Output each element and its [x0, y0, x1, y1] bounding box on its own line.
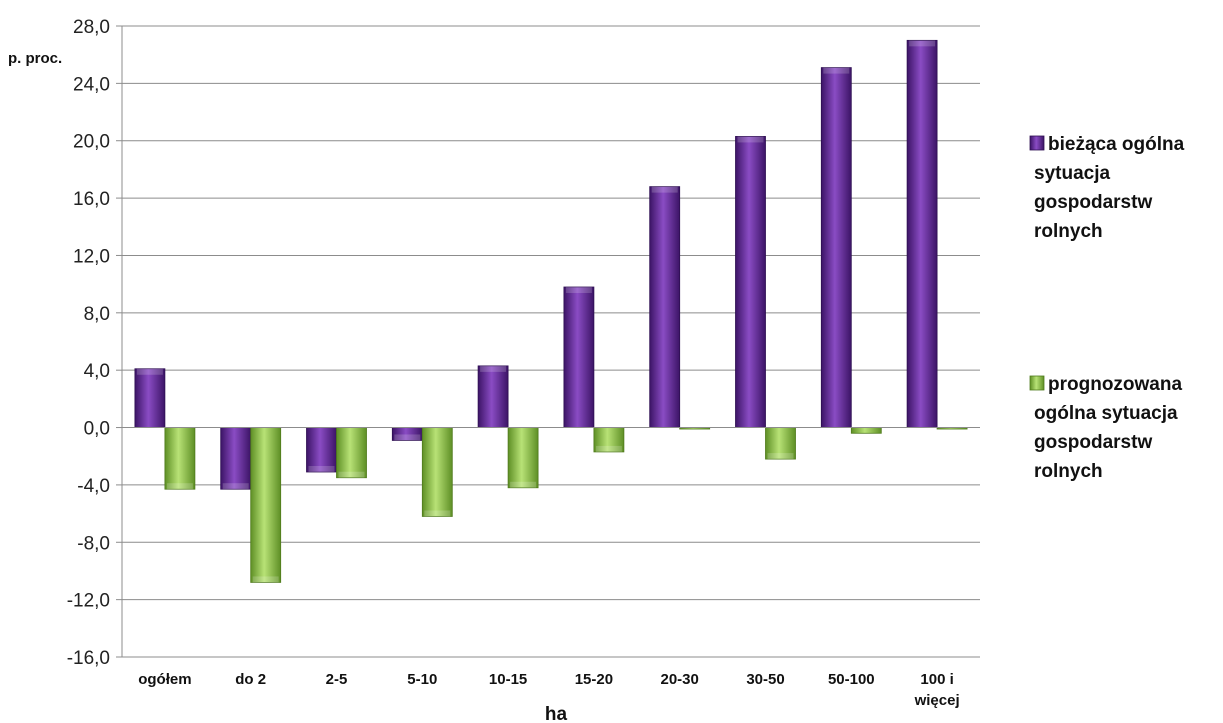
bar-biezaca	[820, 67, 852, 428]
bar-biezaca	[563, 286, 595, 428]
axes-layer: 28,0 24,0 20,0 16,0 12,0 8,0 4,0 0,0 -4,0 -8,0 -12…	[67, 17, 980, 709]
bar-bevel	[823, 67, 850, 74]
bar-bevel	[565, 287, 592, 294]
bar-prognozowana	[336, 427, 367, 479]
bar-bevel	[737, 136, 764, 143]
bar-bevel	[424, 510, 451, 517]
bar-bevel	[651, 186, 678, 193]
bar-prognozowana	[421, 427, 453, 517]
bar-bevel	[166, 483, 193, 490]
bar-prognozowana	[593, 427, 625, 453]
bar-biezaca	[735, 136, 766, 428]
bar-prognozowana	[164, 427, 196, 490]
legend-swatch	[1029, 375, 1045, 391]
x-tick-label: ogółem	[138, 671, 191, 688]
legend-swatch	[1029, 135, 1045, 151]
y-unit-label: p. proc.	[8, 50, 62, 67]
bars-layer	[134, 39, 968, 583]
bar-biezaca	[649, 186, 681, 428]
bar-bevel	[252, 576, 279, 583]
y-tick-label: -12,0	[67, 591, 110, 612]
y-tick-label: 12,0	[73, 246, 110, 267]
y-tick-label: 24,0	[73, 74, 110, 95]
y-tick-label: 0,0	[84, 419, 110, 440]
bar-bevel	[480, 365, 507, 372]
x-tick-label: 5-10	[407, 671, 437, 688]
x-tick-label: do 2	[235, 671, 266, 688]
x-tick-label: 2-5	[326, 671, 348, 688]
x-tick-label: 10-15	[489, 671, 527, 688]
bar-prognozowana	[850, 427, 882, 434]
x-tick-label: 100 i więcej	[914, 671, 960, 709]
y-tick-label: -4,0	[77, 476, 110, 497]
bar-bevel	[767, 453, 794, 460]
bar-bevel	[222, 483, 249, 490]
legend-label: prognozowana ogólna sytuacja gospodarstw ro…	[1034, 374, 1182, 482]
bar-bevel	[394, 434, 421, 441]
x-tick-label: 15-20	[575, 671, 613, 688]
y-tick-label: 8,0	[84, 304, 110, 325]
legend: bieżąca ogólna sytuacja gospodarstw rolnych…	[1029, 134, 1185, 482]
bar-bevel	[136, 368, 163, 375]
bar-bevel	[909, 40, 936, 47]
y-tick-label: 20,0	[73, 132, 110, 153]
x-tick-label: 20-30	[661, 671, 699, 688]
legend-label: bieżąca ogólna sytuacja gospodarstw rolnych	[1034, 134, 1185, 242]
bar-bevel	[338, 471, 365, 478]
x-tick-label: 30-50	[746, 671, 784, 688]
bar-biezaca	[134, 368, 166, 428]
y-tick-label: 28,0	[73, 17, 110, 38]
gridlines	[122, 25, 980, 658]
bar-prognozowana	[507, 427, 539, 489]
bar-bevel	[595, 445, 622, 452]
bar-prognozowana	[250, 427, 282, 583]
bar-biezaca	[477, 365, 509, 428]
bar-biezaca	[220, 427, 252, 490]
y-tick-label: 16,0	[73, 189, 110, 210]
x-axis-label: ha	[545, 704, 568, 723]
bar-biezaca	[306, 427, 337, 473]
bar-bevel	[510, 481, 537, 488]
y-tick-label: -8,0	[77, 533, 110, 554]
bar-biezaca	[906, 39, 938, 428]
y-tick-label: -16,0	[67, 648, 110, 669]
x-tick-label: 50-100	[828, 671, 875, 688]
bar-bevel	[308, 466, 335, 473]
y-tick-label: 4,0	[84, 361, 110, 382]
